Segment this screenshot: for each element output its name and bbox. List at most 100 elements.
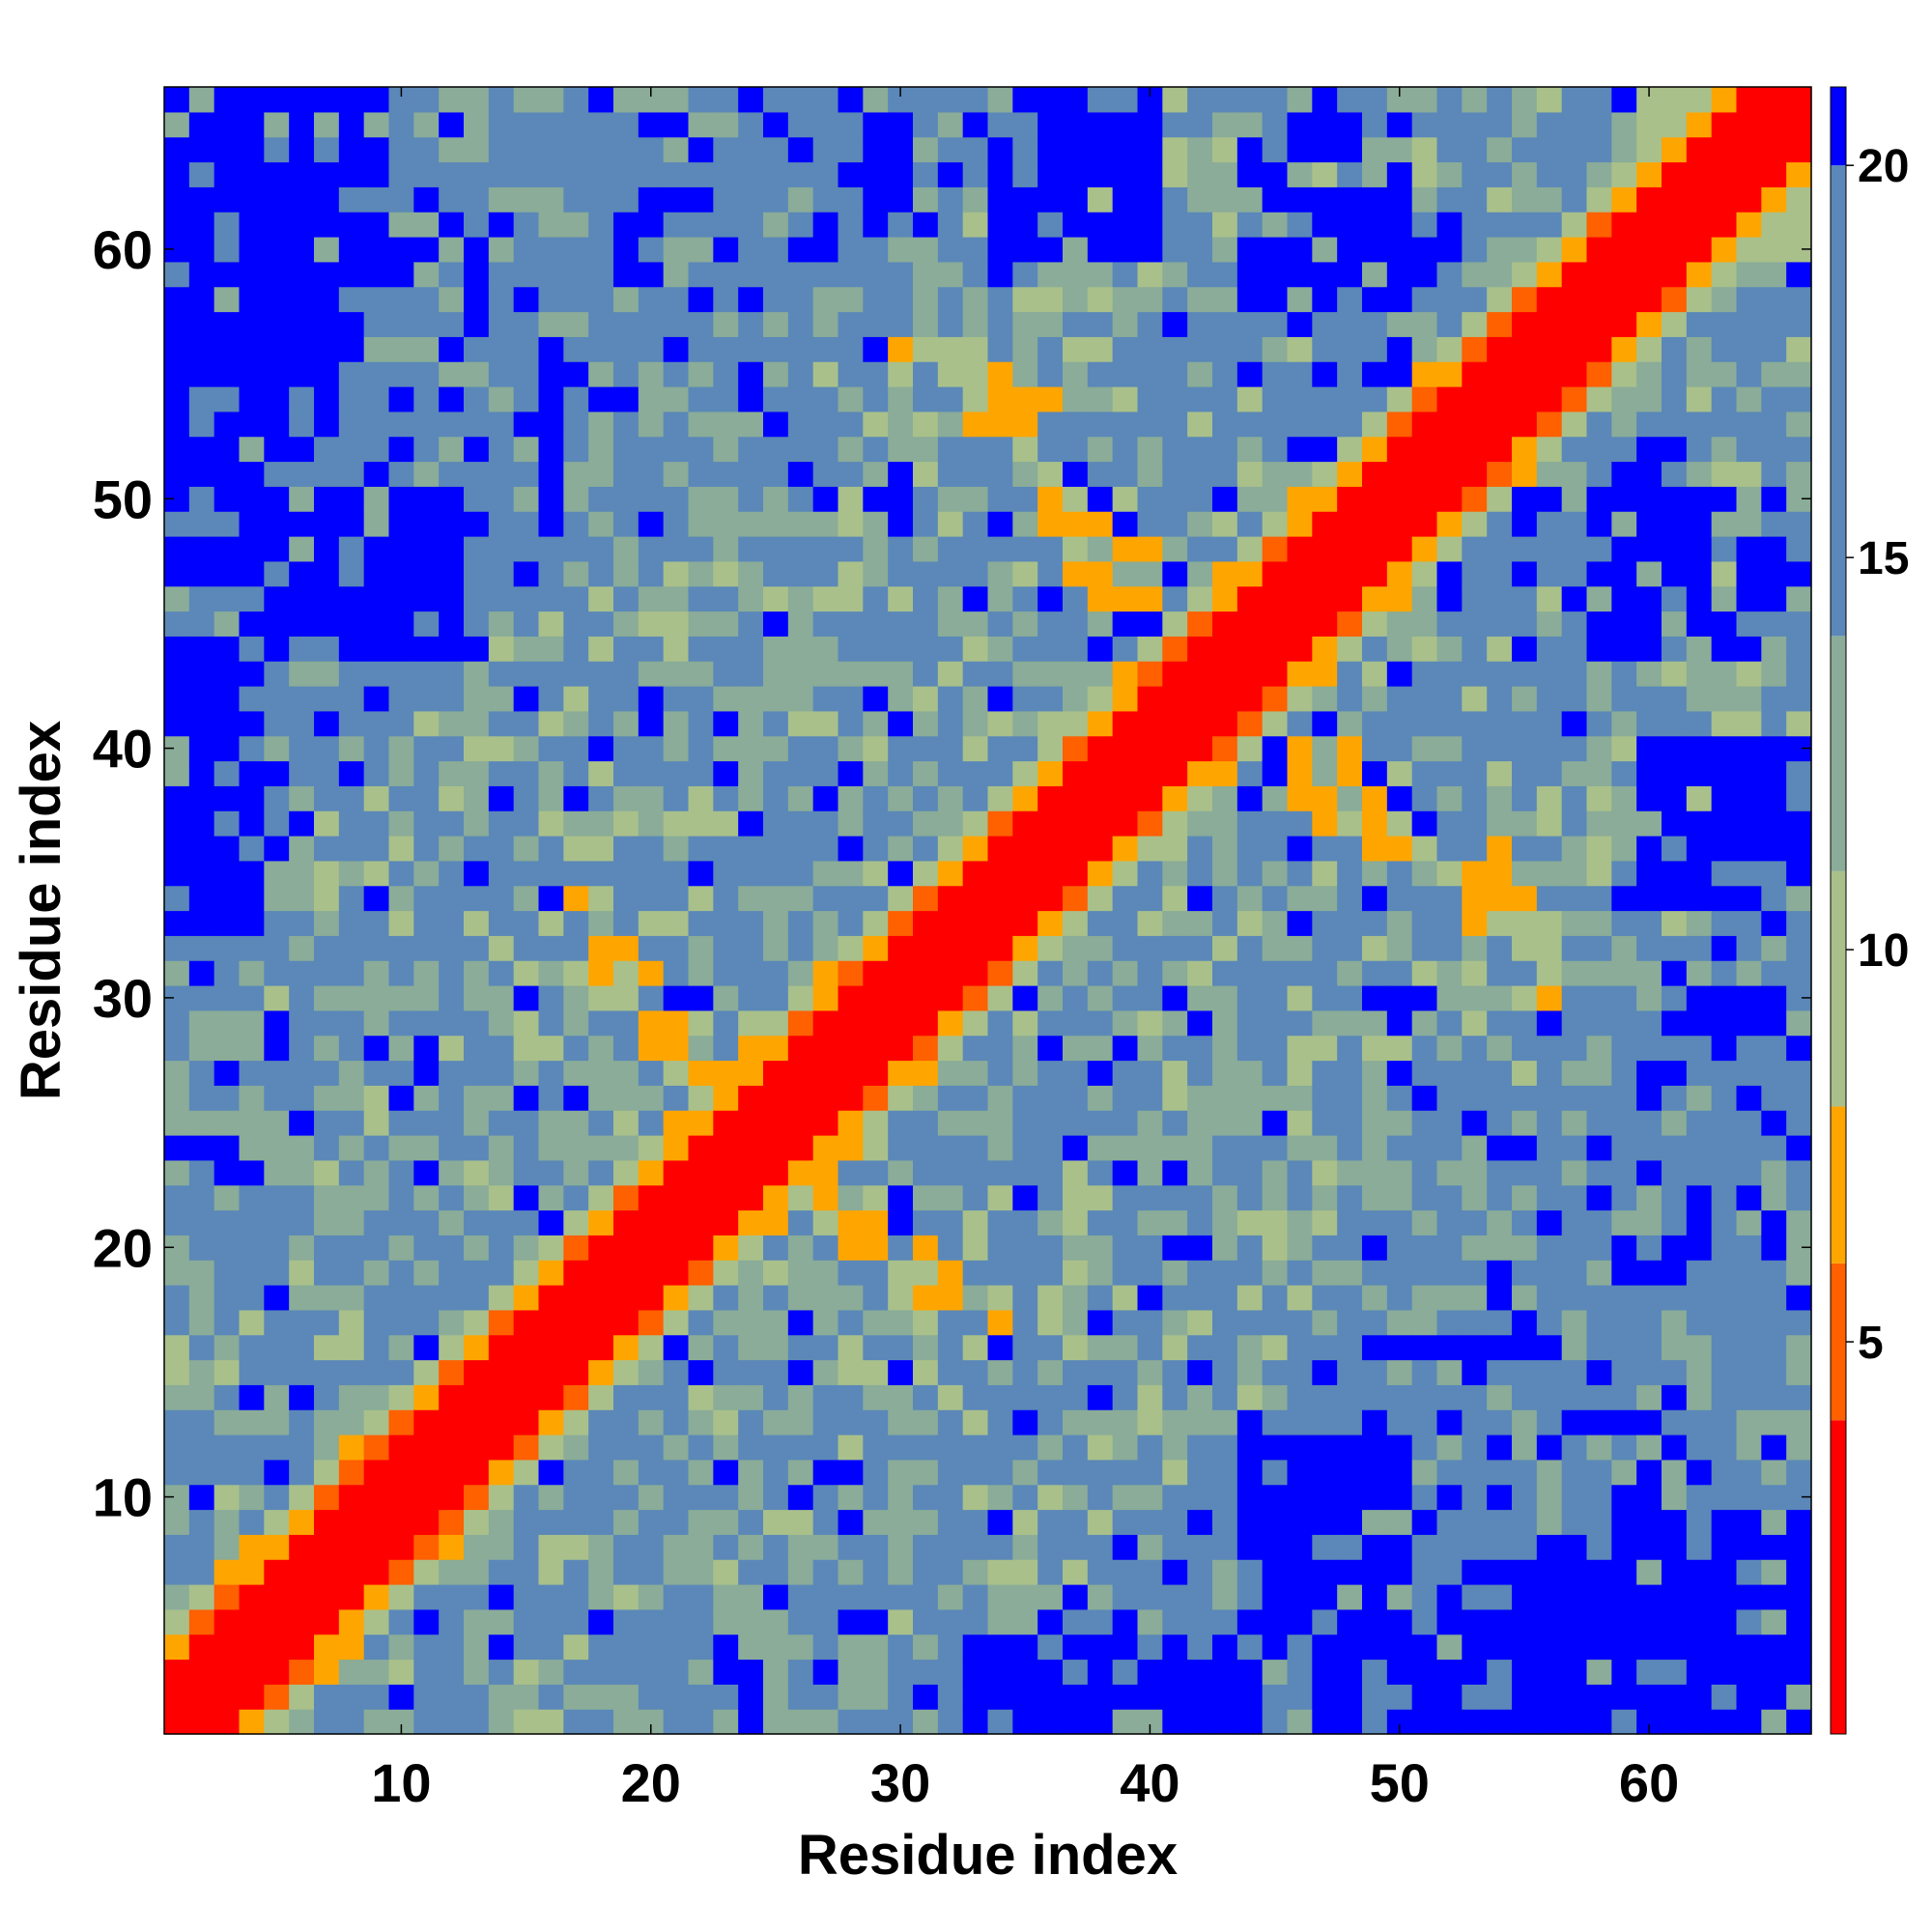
heatmap-cell [863,710,889,737]
heatmap-cell [164,161,190,187]
heatmap-cell [488,1135,515,1161]
heatmap-cell [913,161,939,187]
heatmap-cell [1112,336,1139,362]
heatmap-cell [289,661,315,687]
heatmap-cell [763,611,789,637]
heatmap-cell [413,261,440,288]
heatmap-cell [1337,560,1363,587]
heatmap-cell [1137,585,1163,612]
heatmap-cell [1012,361,1038,387]
heatmap-cell [1711,735,1738,762]
heatmap-cell [1212,87,1238,113]
heatmap-cell [1487,386,1513,412]
heatmap-cell [1287,1634,1313,1661]
heatmap-cell [713,1608,739,1635]
heatmap-cell [738,710,764,737]
heatmap-cell [1636,436,1662,463]
heatmap-cell [913,1260,939,1286]
heatmap-cell [713,1709,739,1735]
heatmap-cell [1262,585,1289,612]
heatmap-cell [388,1135,414,1161]
heatmap-cell [289,536,315,562]
heatmap-cell [314,1235,340,1261]
heatmap-cell [213,1584,241,1610]
heatmap-cell [439,735,465,762]
heatmap-cell [1287,1209,1313,1236]
heatmap-cell [1187,1184,1213,1211]
heatmap-cell [1312,1435,1338,1461]
heatmap-cell [1112,785,1139,811]
heatmap-cell [987,1684,1013,1710]
heatmap-cell [1312,1060,1338,1086]
heatmap-cell [1312,1334,1338,1361]
heatmap-cell [1761,1035,1787,1062]
heatmap-cell [888,1534,914,1560]
heatmap-cell [439,486,465,512]
heatmap-cell [1063,1260,1089,1286]
heatmap-cell [888,161,914,187]
heatmap-cell [1786,386,1812,412]
heatmap-cell [488,585,515,612]
heatmap-cell [987,1285,1013,1311]
heatmap-cell [563,237,589,263]
heatmap-cell [314,935,340,961]
heatmap-cell [1212,661,1238,687]
heatmap-cell [1386,237,1413,263]
heatmap-cell [1636,237,1662,263]
heatmap-cell [464,1484,490,1511]
heatmap-cell [1287,136,1313,163]
heatmap-cell [413,710,440,737]
heatmap-cell [1462,386,1488,412]
heatmap-cell [713,585,739,612]
heatmap-cell [488,1060,515,1086]
heatmap-cell [937,1534,964,1560]
heatmap-cell [264,511,290,537]
heatmap-cell [488,836,515,862]
heatmap-cell [388,1309,414,1336]
heatmap-cell [937,336,964,362]
heatmap-cell [1586,186,1612,213]
heatmap-cell [638,710,665,737]
heatmap-cell [1487,486,1513,512]
heatmap-cell [987,1659,1013,1685]
heatmap-cell [787,411,814,438]
heatmap-cell [1362,212,1388,238]
heatmap-cell [1187,161,1213,187]
heatmap-cell [1187,1634,1213,1661]
heatmap-cell [1462,411,1488,438]
heatmap-cell [763,735,789,762]
heatmap-cell [1112,212,1139,238]
heatmap-cell [763,361,789,387]
heatmap-cell [464,1260,490,1286]
heatmap-cell [1212,611,1238,637]
heatmap-cell [1436,1135,1463,1161]
heatmap-cell [1362,611,1388,637]
heatmap-cell [363,1235,390,1261]
heatmap-cell [1012,311,1038,337]
heatmap-cell [1137,1035,1163,1062]
heatmap-cell [588,237,614,263]
heatmap-cell [1262,511,1289,537]
heatmap-cell [213,1060,241,1086]
heatmap-cell [1112,1135,1139,1161]
heatmap-cell [1112,1184,1139,1211]
heatmap-cell [688,461,714,487]
heatmap-cell [663,87,690,113]
heatmap-cell [464,161,490,187]
heatmap-cell [1112,1209,1139,1236]
heatmap-cell [787,237,814,263]
heatmap-cell [314,836,340,862]
heatmap-cell [188,1334,215,1361]
heatmap-cell [563,1584,589,1610]
heatmap-cell [464,710,490,737]
heatmap-cell [1212,311,1238,337]
heatmap-cell [787,1359,814,1385]
heatmap-cell [1761,836,1787,862]
heatmap-cell [289,1435,315,1461]
heatmap-cell [1212,810,1238,837]
heatmap-cell [638,1634,665,1661]
heatmap-cell [913,760,939,786]
heatmap-cell [1686,1559,1713,1585]
heatmap-cell [1236,1135,1264,1161]
heatmap-cell [264,1135,290,1161]
